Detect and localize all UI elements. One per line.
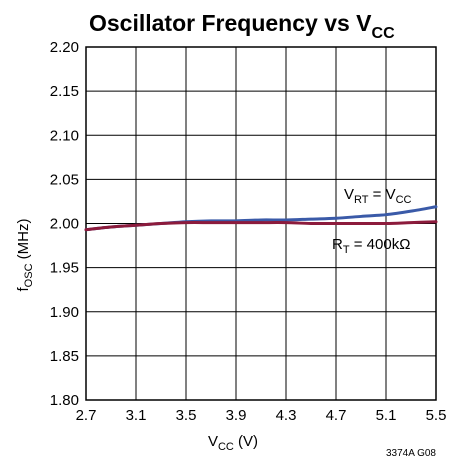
x-tick-label: 3.5 <box>176 407 197 424</box>
y-axis-label: fOSC (MHz) <box>15 218 35 291</box>
x-tick-label: 4.3 <box>276 407 297 424</box>
y-tick-label: 1.85 <box>50 348 79 365</box>
x-axis-label: VCC (V) <box>208 433 258 453</box>
y-tick-label: 2.00 <box>50 216 79 233</box>
y-tick-label: 2.10 <box>50 127 79 144</box>
x-tick-label: 3.9 <box>226 407 247 424</box>
x-tick-label: 5.1 <box>376 407 397 424</box>
series-label-vrt: VRT = VCC <box>344 186 412 206</box>
series-line-rt <box>84 220 438 232</box>
x-tick-label: 5.5 <box>426 407 447 424</box>
x-tick-labels: 2.7 3.1 3.5 3.9 4.3 4.7 5.1 5.5 <box>76 407 447 424</box>
x-tick-label: 3.1 <box>126 407 147 424</box>
chart-title: Oscillator Frequency vs VCC <box>89 10 395 42</box>
series-lines <box>84 205 438 232</box>
x-tick-label: 4.7 <box>326 407 347 424</box>
y-tick-label: 2.15 <box>50 83 79 100</box>
series-label-rt: RT = 400kΩ <box>332 236 410 256</box>
y-tick-label: 1.95 <box>50 260 79 277</box>
y-tick-label: 1.80 <box>50 392 79 409</box>
y-tick-label: 2.05 <box>50 171 79 188</box>
figure-code: 3374A G08 <box>386 448 436 459</box>
y-tick-label: 2.20 <box>50 39 79 56</box>
plot-frame <box>85 46 437 401</box>
x-tick-label: 2.7 <box>76 407 97 424</box>
y-tick-label: 1.90 <box>50 304 79 321</box>
y-tick-labels: 1.80 1.85 1.90 1.95 2.00 2.05 2.10 2.15 2.20 <box>50 39 79 409</box>
